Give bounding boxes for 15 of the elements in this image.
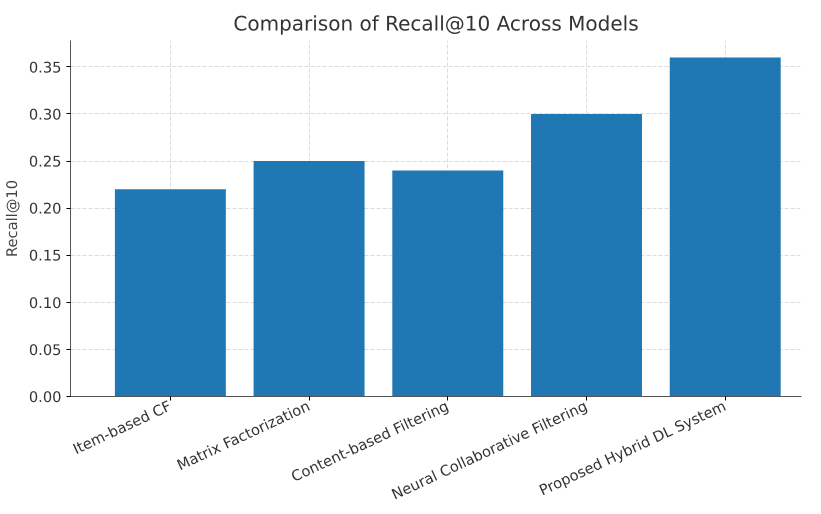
y-tick-label: 0.10 [28, 294, 62, 312]
y-tick-label: 0.25 [28, 154, 62, 171]
bar [114, 189, 226, 396]
y-tick-label: 0.00 [28, 389, 62, 406]
y-tick-label: 0.05 [28, 342, 62, 359]
bar [670, 57, 781, 396]
y-tick-label: 0.30 [28, 106, 62, 124]
y-axis-title: Recall@10 [4, 180, 21, 258]
y-tick-label: 0.20 [28, 200, 62, 218]
bar [254, 161, 365, 396]
bar [392, 170, 504, 396]
chart-title: Comparison of Recall@10 Across Models [233, 12, 639, 36]
y-tick-label: 0.15 [28, 248, 62, 265]
bar [531, 114, 642, 396]
y-tick-label: 0.35 [28, 59, 62, 76]
